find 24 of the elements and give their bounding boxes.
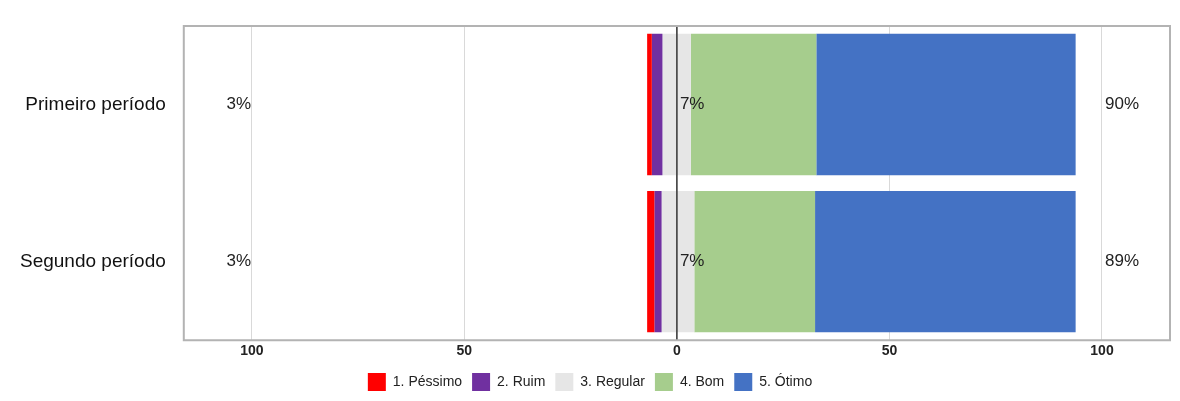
x-tick-label: 50 (881, 342, 898, 359)
legend-label: 1. Péssimo (392, 372, 463, 389)
bar (651, 33, 663, 176)
bar (647, 33, 652, 176)
annotation: 89% (1104, 251, 1140, 271)
x-tick-label: 100 (240, 342, 264, 359)
x-tick-label: 0 (673, 342, 681, 359)
y-tick-label: Segundo período (20, 249, 166, 271)
legend-label: 3. Regular (580, 372, 646, 389)
bar (654, 190, 662, 333)
legend-label: 5. Ótimo (759, 372, 813, 389)
legend-label: 2. Ruim (497, 372, 546, 389)
bar (815, 190, 1076, 333)
x-tick-label: 100 (1090, 342, 1114, 359)
annotation: 90% (1104, 94, 1140, 114)
legend-label: 4. Bom (679, 372, 725, 389)
annotation: 3% (226, 251, 252, 271)
bar (647, 190, 655, 333)
x-tick-label: 50 (456, 342, 473, 359)
annotation: 3% (226, 94, 252, 114)
bar (816, 33, 1076, 176)
y-tick-label: Primeiro período (25, 92, 166, 114)
annotation: 7% (679, 94, 705, 114)
annotation: 7% (679, 251, 705, 271)
